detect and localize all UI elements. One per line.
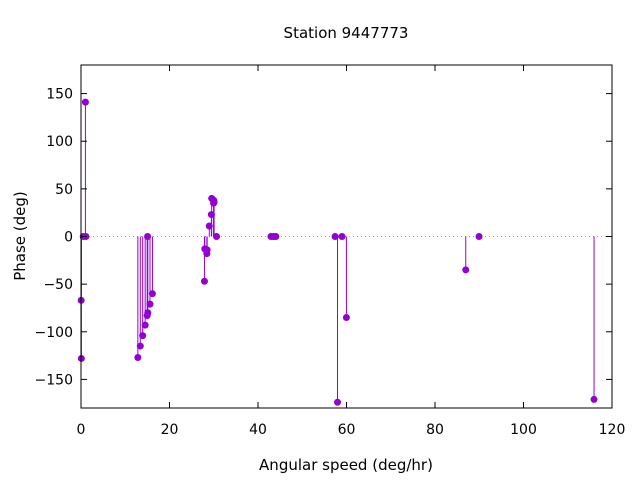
data-point (139, 332, 147, 340)
x-tick-label: 80 (426, 422, 444, 438)
data-point (207, 211, 215, 219)
x-tick-label: 60 (338, 422, 356, 438)
y-tick-label: 100 (46, 134, 73, 150)
data-point (210, 198, 218, 206)
data-point (334, 398, 342, 406)
x-tick-label: 120 (599, 422, 626, 438)
data-point (342, 313, 350, 321)
impulse-lines (80, 102, 595, 403)
data-point (81, 98, 89, 106)
data-point (462, 266, 470, 274)
y-axis-ticks: −150 −100 −50 0 50 100 150 (35, 87, 612, 388)
y-tick-label: −150 (35, 372, 73, 388)
x-tick-label: 20 (161, 422, 179, 438)
data-point (590, 395, 598, 403)
x-tick-label: 40 (249, 422, 267, 438)
data-point (134, 354, 142, 362)
chart-title: Station 9447773 (284, 24, 409, 42)
y-tick-label: 50 (55, 182, 73, 198)
y-tick-label: 0 (64, 230, 73, 246)
y-tick-label: −50 (43, 277, 73, 293)
data-points (77, 98, 598, 406)
x-tick-label: 100 (510, 422, 537, 438)
data-point (475, 233, 483, 240)
data-point (200, 277, 208, 285)
data-point (338, 233, 346, 240)
data-point (136, 342, 144, 350)
data-point (141, 321, 149, 329)
data-point (213, 233, 221, 240)
y-tick-label: 150 (46, 87, 73, 103)
data-point (205, 222, 213, 230)
data-point (203, 246, 211, 254)
y-axis-label: Phase (deg) (11, 191, 29, 281)
x-axis-label: Angular speed (deg/hr) (259, 456, 433, 474)
data-point (144, 233, 152, 240)
x-axis-ticks: 0 20 40 60 80 100 120 (77, 65, 626, 438)
data-point (148, 290, 156, 298)
data-point (146, 300, 154, 308)
data-point (144, 309, 152, 317)
y-tick-label: −100 (35, 325, 73, 341)
data-point (331, 233, 339, 240)
data-point (272, 233, 280, 240)
x-tick-label: 0 (77, 422, 86, 438)
